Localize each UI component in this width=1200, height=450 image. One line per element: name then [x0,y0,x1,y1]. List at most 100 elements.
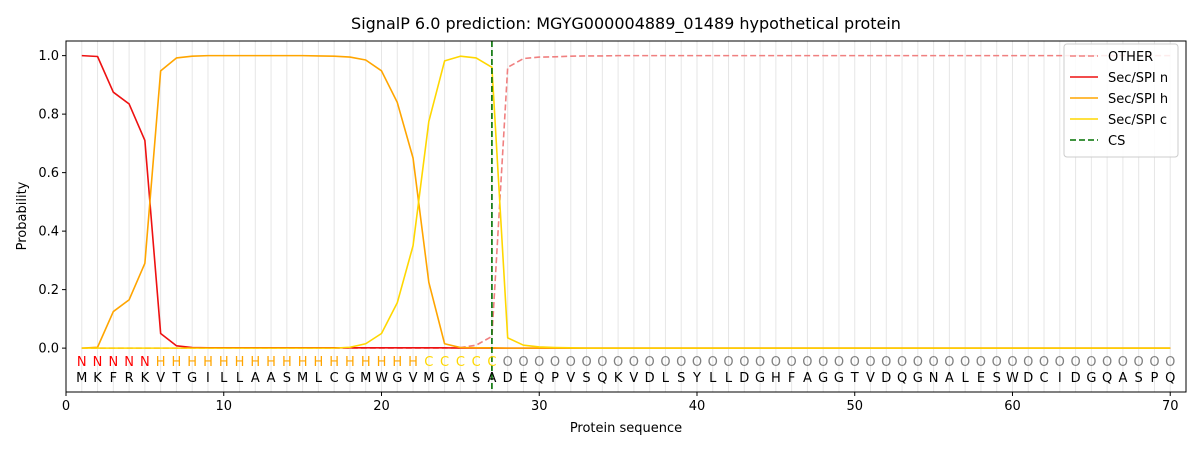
residue-label: W [1006,371,1019,386]
residue-label: L [220,371,228,386]
residue-label: L [236,371,244,386]
region-label: O [802,355,812,370]
region-label: N [124,355,134,370]
region-label: C [456,355,465,370]
region-label: O [960,355,970,370]
residue-label: A [487,371,496,386]
plot-frame [65,40,1187,393]
region-label: O [944,355,954,370]
region-label: O [787,355,797,370]
region-label: O [865,355,875,370]
region-label: O [928,355,938,370]
residue-label: A [267,371,276,386]
residue-label: E [977,371,985,386]
chart-title: SignalP 6.0 prediction: MGYG000004889_01… [351,14,901,34]
residue-label: G [834,371,844,386]
residue-label: L [709,371,717,386]
legend-label: Sec/SPI h [1108,92,1168,107]
residue-label: R [125,371,134,386]
residue-label: F [110,371,117,386]
region-label: O [1086,355,1096,370]
residue-label: G [1086,371,1096,386]
region-label: O [518,355,528,370]
residue-label: Q [534,371,544,386]
y-tick-label: 0.6 [38,166,59,181]
region-label: O [708,355,718,370]
region-label: H [187,355,197,370]
region-label: O [897,355,907,370]
series-line-1 [81,54,1171,349]
legend: OTHER Sec/SPI n Sec/SPI h Sec/SPI c CS [1063,43,1179,158]
region-label: O [597,355,607,370]
residue-label: L [962,371,970,386]
region-label: O [1055,355,1065,370]
region-label: C [472,355,481,370]
residue-label: P [1151,371,1159,386]
region-label: C [424,355,433,370]
residue-label: L [662,371,670,386]
residue-label: F [788,371,795,386]
residue-label: Q [597,371,607,386]
residue-label: N [929,371,939,386]
residue-label: D [1071,371,1081,386]
region-label: H [219,355,229,370]
region-label: O [913,355,923,370]
region-label: H [345,355,355,370]
region-label: H [298,355,308,370]
region-label: O [629,355,639,370]
region-label: N [140,355,150,370]
region-label: O [1039,355,1049,370]
region-label: H [235,355,245,370]
region-label: O [550,355,560,370]
residue-label: L [315,371,323,386]
legend-label: OTHER [1108,50,1153,65]
region-label: N [77,355,87,370]
region-label: O [566,355,576,370]
region-label: N [108,355,118,370]
region-label: H [408,355,418,370]
region-label: O [976,355,986,370]
residue-label: D [881,371,891,386]
residue-label: H [771,371,781,386]
residue-label: P [551,371,559,386]
residue-label: V [629,371,638,386]
residue-label: G [187,371,197,386]
residue-label: S [283,371,291,386]
region-label: H [392,355,402,370]
y-tick-label: 0.4 [38,225,59,240]
y-axis-label: Probability [15,181,30,250]
x-tick-label: 60 [1004,399,1021,414]
y-tick-label: 0.0 [38,342,59,357]
vertical-grid [81,41,1171,392]
region-label: H [203,355,213,370]
region-label: O [534,355,544,370]
region-label: O [1007,355,1017,370]
region-label: O [739,355,749,370]
region-label: O [755,355,765,370]
residue-label: S [677,371,685,386]
x-tick-label: 30 [531,399,548,414]
residue-label: S [1135,371,1143,386]
region-label: H [377,355,387,370]
region-label: O [992,355,1002,370]
y-tick-label: 1.0 [38,49,59,64]
series-lines [81,41,1171,392]
series-line-3 [81,55,1171,349]
region-label: O [1023,355,1033,370]
x-axis-label: Protein sequence [570,421,682,436]
residue-label: M [360,371,371,386]
region-label: H [314,355,324,370]
legend-label: CS [1108,134,1125,149]
region-label: O [1149,355,1159,370]
region-label: O [676,355,686,370]
series-line-0 [81,54,1171,349]
residue-label: T [171,371,180,386]
x-tick-label: 40 [689,399,706,414]
residue-label: K [93,371,102,386]
region-label: O [881,355,891,370]
residue-label: A [945,371,954,386]
region-label: O [850,355,860,370]
x-tick-label: 10 [215,399,232,414]
residue-label: G [345,371,355,386]
